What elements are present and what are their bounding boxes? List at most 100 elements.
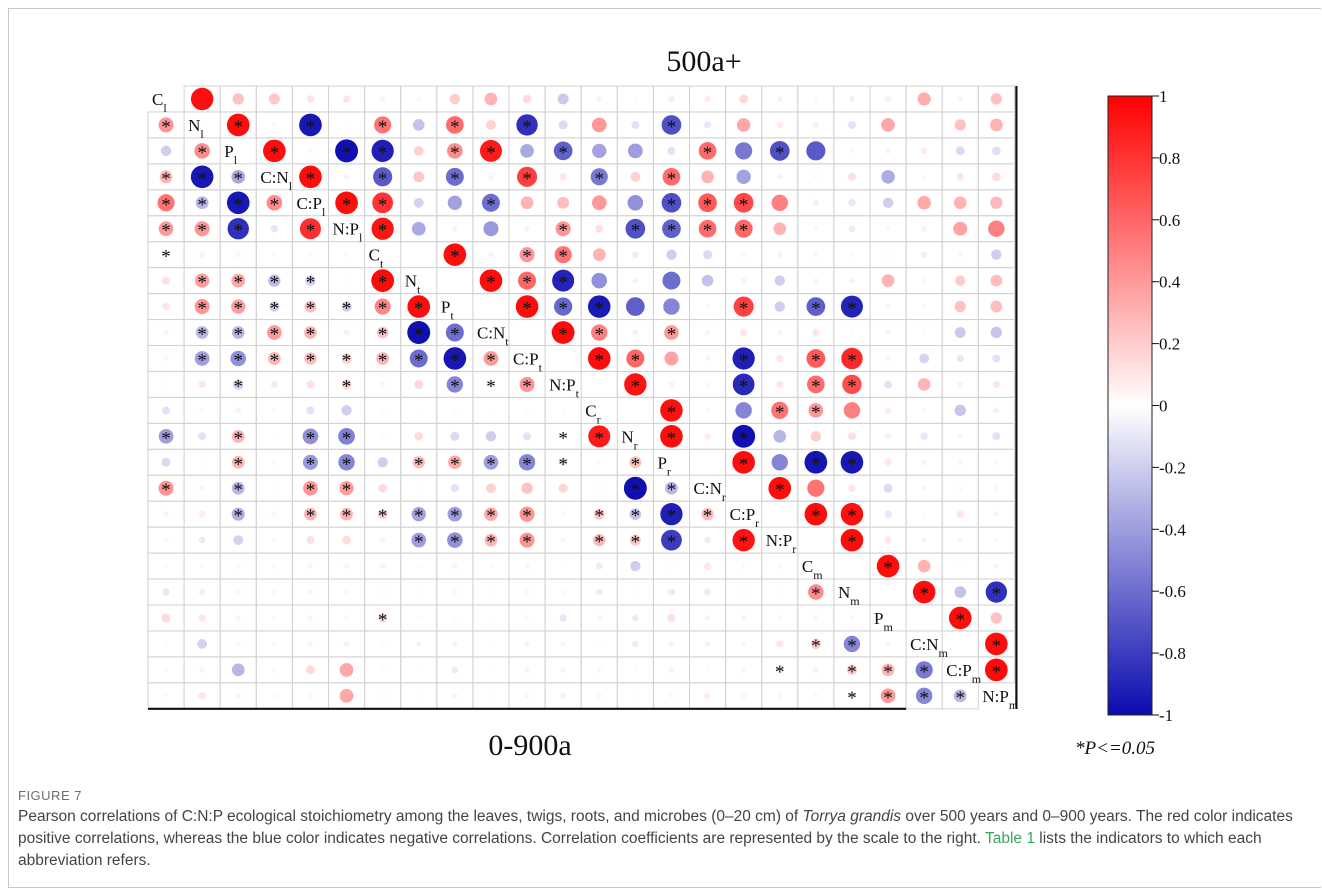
correlation-circle [451,666,459,674]
correlation-circle [885,96,891,102]
correlation-circle [992,380,1001,389]
significance-star: * [342,299,352,320]
correlation-circle [515,295,539,318]
correlation-circle [486,120,496,130]
correlation-circle [231,663,245,677]
significance-star: * [847,454,857,475]
correlation-circle [776,251,783,258]
correlation-circle [343,329,350,336]
correlation-circle [846,664,858,676]
correlation-circle [984,658,1008,682]
correlation-circle [484,92,498,106]
significance-star: * [414,454,424,475]
correlation-circle [524,225,530,232]
correlation-circle [921,537,927,543]
correlation-circle [162,276,171,285]
significance-star: * [234,480,244,501]
correlation-circle [633,96,638,101]
correlation-circle [272,615,277,620]
correlation-circle [812,328,820,337]
correlation-circle [452,278,457,283]
correlation-circle [665,481,678,495]
significance-star: * [811,636,821,657]
significance-star: * [956,688,966,709]
correlation-circle [597,486,602,491]
correlation-circle [231,169,246,184]
correlation-circle [520,144,534,158]
correlation-circle [701,508,714,521]
significance-star: * [522,273,532,294]
significance-star: * [306,273,316,294]
correlation-circle [627,194,644,211]
correlation-circle [523,432,532,441]
correlation-circle [740,277,747,284]
table-1-link[interactable]: Table 1 [985,830,1035,847]
correlation-circle [806,141,826,161]
correlation-circle [445,323,464,342]
significance-star: * [847,506,857,527]
correlation-circle [849,252,854,257]
correlation-circle [452,408,457,413]
significance-star: * [847,662,857,683]
significance-star: * [775,480,785,501]
significance-star: * [739,221,749,242]
correlation-circle [380,667,385,672]
correlation-circle [917,196,931,210]
correlation-circle [559,614,567,622]
correlation-circle [557,196,570,209]
correlation-circle [304,300,317,313]
correlation-circle [704,95,711,103]
correlation-circle [231,507,245,521]
correlation-circle [668,381,675,388]
correlation-circle [272,564,277,569]
lower-triangle-label: 0-900a [488,729,571,762]
correlation-circle [164,641,169,646]
correlation-circle [595,224,604,233]
significance-star: * [197,195,207,216]
correlation-circle [630,560,641,572]
correlation-circle [519,247,535,263]
correlation-circle [338,454,355,471]
significance-star: * [595,299,605,320]
significance-star: * [161,480,171,501]
significance-star: * [631,350,641,371]
correlation-circle [849,96,855,102]
significance-star: * [197,273,207,294]
correlation-circle [561,356,566,361]
correlation-circle [449,93,461,105]
significance-star: * [595,532,605,553]
correlation-circle [848,692,856,700]
variable-label: Pm [874,609,893,634]
correlation-circle [587,347,611,370]
correlation-circle [741,667,746,673]
correlation-circle [956,354,964,363]
correlation-circle [157,194,175,212]
correlation-circle [958,641,963,646]
correlation-circle [231,455,245,469]
correlation-circle [524,641,530,647]
correlation-circle [226,113,250,137]
correlation-circle [560,511,566,517]
correlation-circle [271,381,278,388]
correlation-circle [380,590,385,595]
variable-label: Ct [369,246,384,271]
correlation-circle [379,96,386,102]
correlation-circle [813,667,819,673]
significance-star: * [161,195,171,216]
correlation-circle [163,252,169,258]
significance-star: * [667,506,677,527]
significance-star: * [234,117,244,138]
correlation-circle [162,406,171,415]
correlation-circle [704,355,711,362]
correlation-circle [479,269,503,292]
correlation-circle [195,326,209,339]
correlation-circle [705,304,710,309]
correlation-circle [488,667,493,672]
correlation-circle [341,301,352,312]
correlation-circle [443,347,467,370]
caption-text-3: lists the indicators to which each abbre… [18,830,1262,869]
significance-star: * [667,195,677,216]
correlation-circle [560,692,566,699]
correlation-circle [777,512,782,517]
correlation-circle [588,425,611,448]
